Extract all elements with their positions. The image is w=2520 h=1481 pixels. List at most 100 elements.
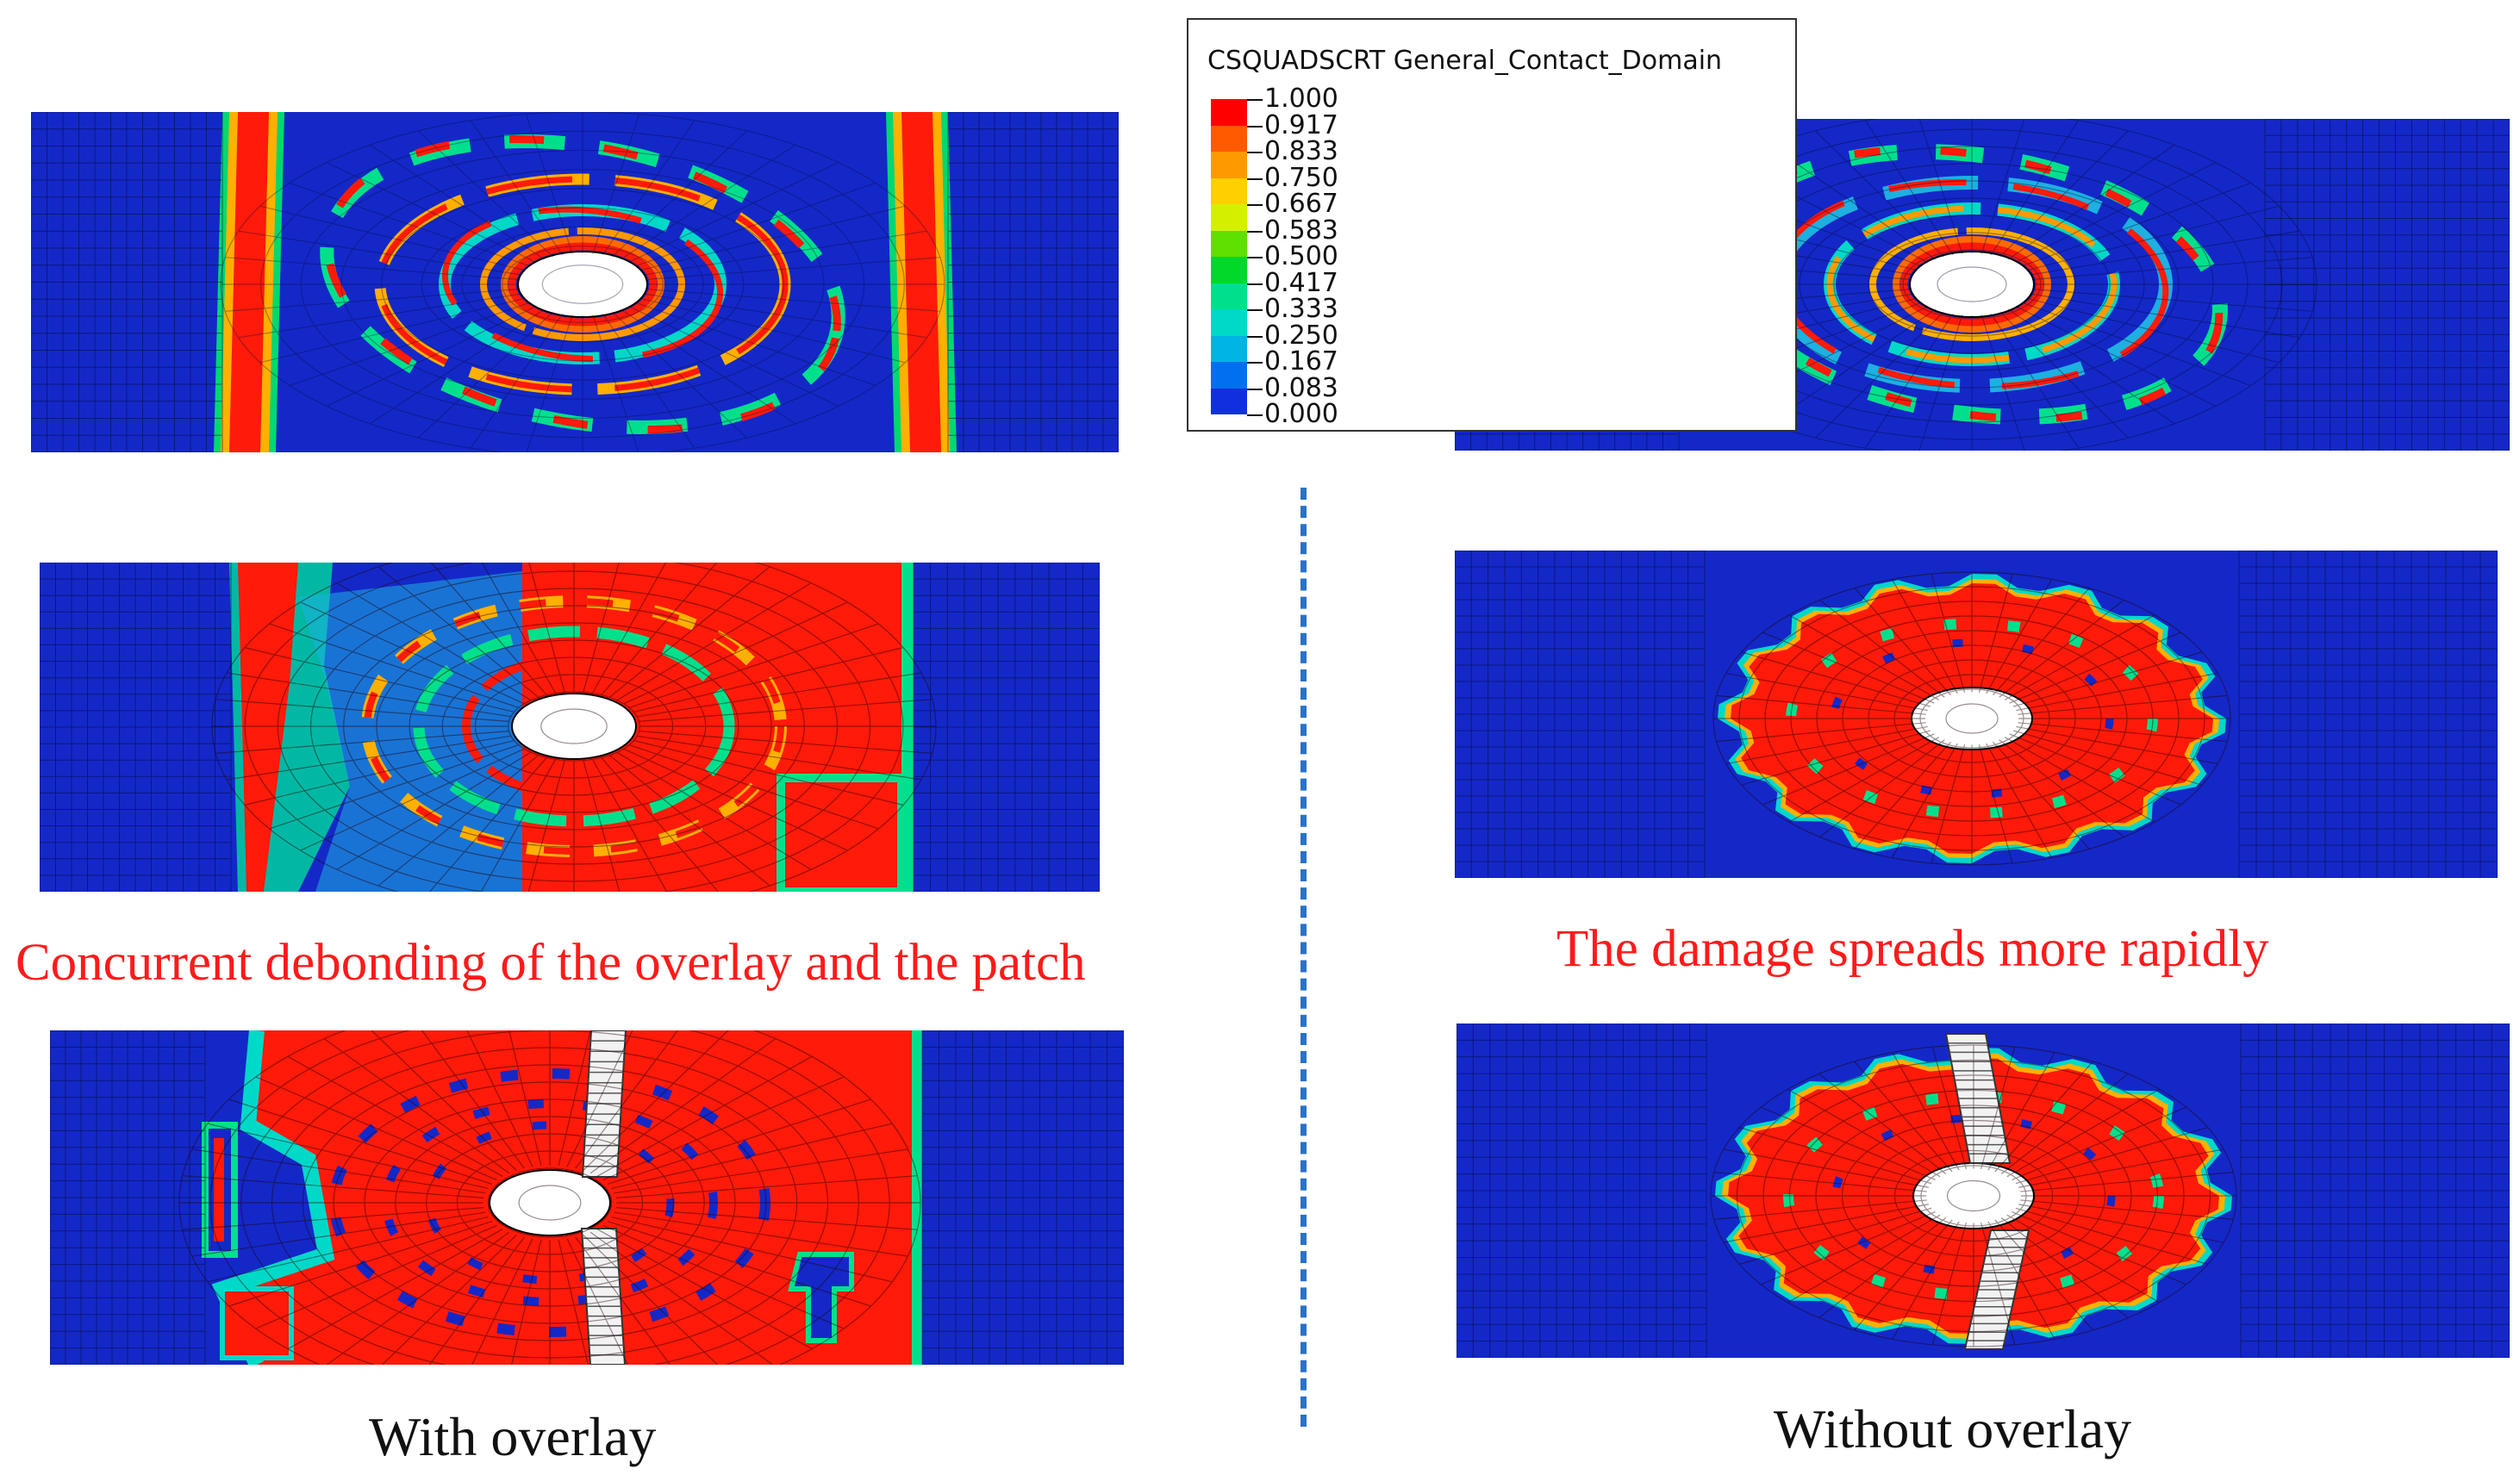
mesh-grid — [40, 563, 232, 892]
legend-swatch — [1211, 283, 1247, 309]
mesh-grid — [921, 1030, 1124, 1365]
legend-swatch — [1211, 204, 1247, 231]
plate-contour-drawing — [40, 563, 1100, 892]
damage-ring — [329, 1068, 770, 1337]
legend-tick — [1247, 362, 1263, 364]
legend-level-label: 0.250 — [1264, 320, 1338, 351]
legend-swatch — [1211, 335, 1247, 362]
legend-tick — [1247, 414, 1263, 416]
caption-without-overlay: Without overlay — [1774, 1398, 2132, 1459]
central-hole — [1911, 687, 2033, 750]
crack-strip — [580, 1228, 627, 1365]
legend-swatch — [1211, 177, 1247, 204]
damage-ring — [1775, 179, 2169, 389]
plate-contour-drawing — [1456, 1024, 2510, 1358]
mesh-grid — [2240, 1024, 2510, 1358]
legend-tick — [1247, 388, 1263, 390]
radial-mesh — [220, 112, 945, 452]
legend-swatch — [1211, 388, 1247, 414]
mesh-grid — [2238, 551, 2498, 878]
damage-ring — [441, 206, 724, 363]
legend-level-label: 0.833 — [1264, 136, 1338, 166]
legend-level-label: 0.167 — [1264, 346, 1338, 376]
damage-ring — [480, 227, 685, 341]
plate-contour-drawing — [50, 1030, 1124, 1365]
legend-tick — [1247, 335, 1263, 338]
overlay-edge-band — [214, 112, 284, 452]
central-hole — [1912, 1162, 2035, 1229]
radial-mesh — [1710, 1044, 2237, 1347]
crack-strip — [1963, 1229, 2030, 1350]
overlay-edge-band — [886, 112, 957, 452]
damage-ring — [377, 176, 789, 393]
mesh-grid — [50, 1030, 206, 1365]
caption-damage-spreads: The damage spreads more rapidly — [1556, 920, 2269, 978]
damage-ring — [1786, 619, 2158, 818]
legend-tick — [1247, 204, 1263, 206]
damage-ring — [1869, 227, 2074, 341]
radial-mesh — [1712, 571, 2231, 866]
central-hole — [511, 693, 637, 760]
column-divider — [1301, 488, 1307, 1427]
legend-level-label: 0.667 — [1264, 189, 1338, 219]
damage-ring — [425, 1121, 675, 1285]
legend-tick — [1247, 230, 1263, 233]
damage-ring — [462, 653, 686, 800]
crack-strip — [1944, 1033, 2012, 1164]
legend-swatch — [1211, 125, 1247, 152]
legend-tick — [1247, 177, 1263, 180]
damage-ring — [1830, 638, 2114, 799]
damage-ring — [324, 135, 841, 433]
legend-title: CSQUADSCRT General_Contact_Domain — [1207, 46, 1723, 76]
legend-level-label: 0.500 — [1264, 241, 1338, 271]
damage-ring — [364, 598, 784, 855]
legend-swatch — [1211, 230, 1247, 257]
plate-without-overlay-stage-2 — [1455, 551, 2498, 878]
central-hole — [1909, 251, 2035, 318]
mesh-grid — [2264, 119, 2510, 451]
plate-with-overlay-stage-1 — [31, 112, 1119, 452]
legend-swatch — [1211, 362, 1247, 389]
mesh-grid — [1455, 551, 1706, 878]
damage-ring — [1831, 1114, 2116, 1278]
plate-with-overlay-stage-2 — [40, 563, 1100, 892]
legend-level-label: 0.583 — [1264, 215, 1338, 246]
legend-swatch — [1211, 309, 1247, 336]
legend-level-label: 0.333 — [1264, 294, 1338, 324]
crack-strip — [581, 1030, 627, 1178]
mesh-grid — [947, 112, 1119, 452]
radial-mesh — [211, 563, 937, 892]
caption-concurrent-debonding: Concurrent debonding of the overlay and … — [16, 934, 1086, 992]
mesh-grid — [31, 112, 223, 452]
legend-tick — [1247, 152, 1263, 153]
contour-legend: CSQUADSCRT General_Contact_Domain 1.000 0… — [1187, 18, 1797, 432]
mesh-grid — [913, 563, 1100, 892]
legend-level-label: 0.083 — [1264, 372, 1338, 403]
damage-ring — [1826, 205, 2118, 364]
legend-tick — [1247, 99, 1263, 101]
legend-level-label: 0.000 — [1264, 399, 1338, 429]
caption-with-overlay: With overlay — [369, 1406, 657, 1467]
legend-tick — [1247, 257, 1263, 258]
plate-contour-drawing — [1455, 551, 2498, 878]
legend-level-label: 0.417 — [1264, 267, 1338, 298]
central-hole — [489, 1169, 611, 1236]
legend-level-label: 0.750 — [1264, 162, 1338, 193]
legend-swatch — [1211, 257, 1247, 283]
damage-ring — [1783, 1092, 2164, 1300]
legend-tick — [1247, 309, 1263, 311]
legend-level-label: 1.000 — [1264, 84, 1338, 114]
plate-without-overlay-stage-3 — [1456, 1024, 2510, 1358]
plate-with-overlay-stage-3 — [50, 1030, 1124, 1365]
mesh-grid — [1456, 1024, 1707, 1358]
legend-swatch — [1211, 99, 1247, 126]
central-hole — [517, 251, 648, 318]
legend-tick — [1247, 125, 1263, 128]
damage-ring — [382, 1099, 718, 1306]
legend-swatch — [1211, 152, 1247, 178]
plate-contour-drawing — [31, 112, 1119, 452]
damage-ring — [413, 625, 735, 827]
legend-level-label: 0.917 — [1264, 109, 1338, 140]
legend-tick — [1247, 283, 1263, 285]
